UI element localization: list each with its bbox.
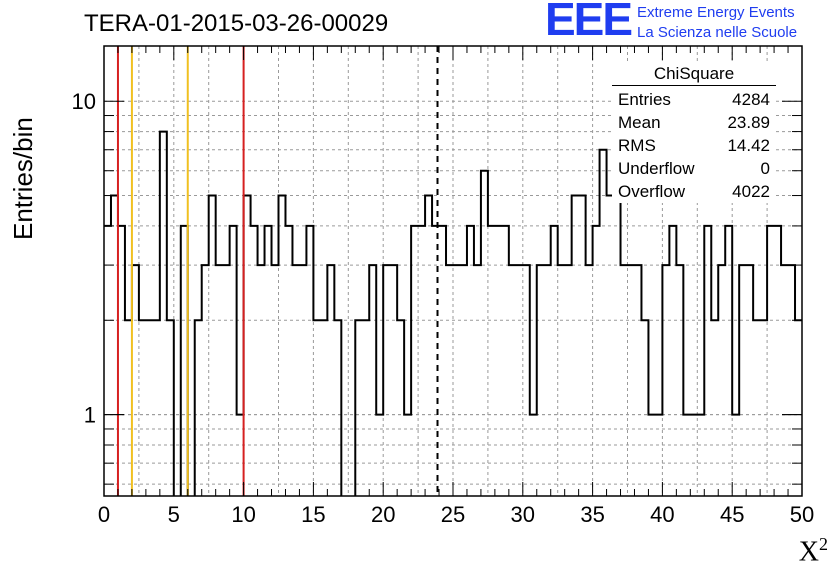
axis-ticks bbox=[103, 46, 803, 496]
stats-row-rms: RMS 14.42 bbox=[612, 134, 776, 157]
stats-value: 14.42 bbox=[727, 136, 770, 155]
stats-box: ChiSquare Entries 4284 Mean 23.89 RMS 14… bbox=[612, 64, 776, 203]
stats-row-mean: Mean 23.89 bbox=[612, 111, 776, 134]
stats-row-underflow: Underflow 0 bbox=[612, 157, 776, 180]
x-tick-label: 40 bbox=[650, 502, 674, 527]
x-tick-label: 35 bbox=[580, 502, 604, 527]
logo-line-1: Extreme Energy Events bbox=[637, 4, 795, 21]
stats-value: 4022 bbox=[732, 182, 770, 201]
x-tick-label: 5 bbox=[168, 502, 180, 527]
x-tick-label: 15 bbox=[301, 502, 325, 527]
x-axis-label-superscript: 2 bbox=[819, 534, 828, 554]
x-tick-label: 50 bbox=[790, 502, 814, 527]
stats-row-entries: Entries 4284 bbox=[612, 88, 776, 111]
eee-logo-mark: EEE bbox=[545, 0, 633, 45]
eee-logo: EEE Extreme Energy Events La Scienza nel… bbox=[545, 0, 835, 46]
stats-title: ChiSquare bbox=[612, 64, 776, 86]
stats-row-overflow: Overflow 4022 bbox=[612, 180, 776, 203]
x-tick-label: 20 bbox=[371, 502, 395, 527]
x-tick-label: 10 bbox=[231, 502, 255, 527]
stats-value: 4284 bbox=[732, 90, 770, 109]
x-tick-label: 45 bbox=[720, 502, 744, 527]
stats-value: 0 bbox=[760, 159, 770, 178]
logo-line-2: La Scienza nelle Scuole bbox=[637, 24, 798, 41]
histogram-step-line bbox=[104, 130, 802, 496]
x-tick-label: 0 bbox=[98, 502, 110, 527]
stats-value: 23.89 bbox=[727, 113, 770, 132]
x-axis-label-symbol: X bbox=[798, 536, 819, 568]
stats-label: Overflow bbox=[618, 182, 686, 201]
stats-label: Underflow bbox=[618, 159, 695, 178]
grid-lines bbox=[104, 46, 802, 496]
stats-label: Mean bbox=[618, 113, 661, 132]
x-tick-label: 30 bbox=[511, 502, 535, 527]
x-axis-label: X2 bbox=[799, 534, 828, 568]
y-axis-label: Entries/bin bbox=[8, 117, 38, 240]
chart-title: TERA-01-2015-03-26-00029 bbox=[84, 10, 389, 37]
reference-lines bbox=[116, 46, 439, 496]
stats-label: RMS bbox=[618, 136, 656, 155]
y-tick-label: 1 bbox=[84, 403, 96, 428]
stats-label: Entries bbox=[618, 90, 671, 109]
y-tick-label: 10 bbox=[72, 89, 96, 114]
x-tick-label: 25 bbox=[441, 502, 465, 527]
axis-tick-labels: 0 5 10 15 20 25 30 35 40 45 50 1 10 bbox=[72, 89, 815, 527]
